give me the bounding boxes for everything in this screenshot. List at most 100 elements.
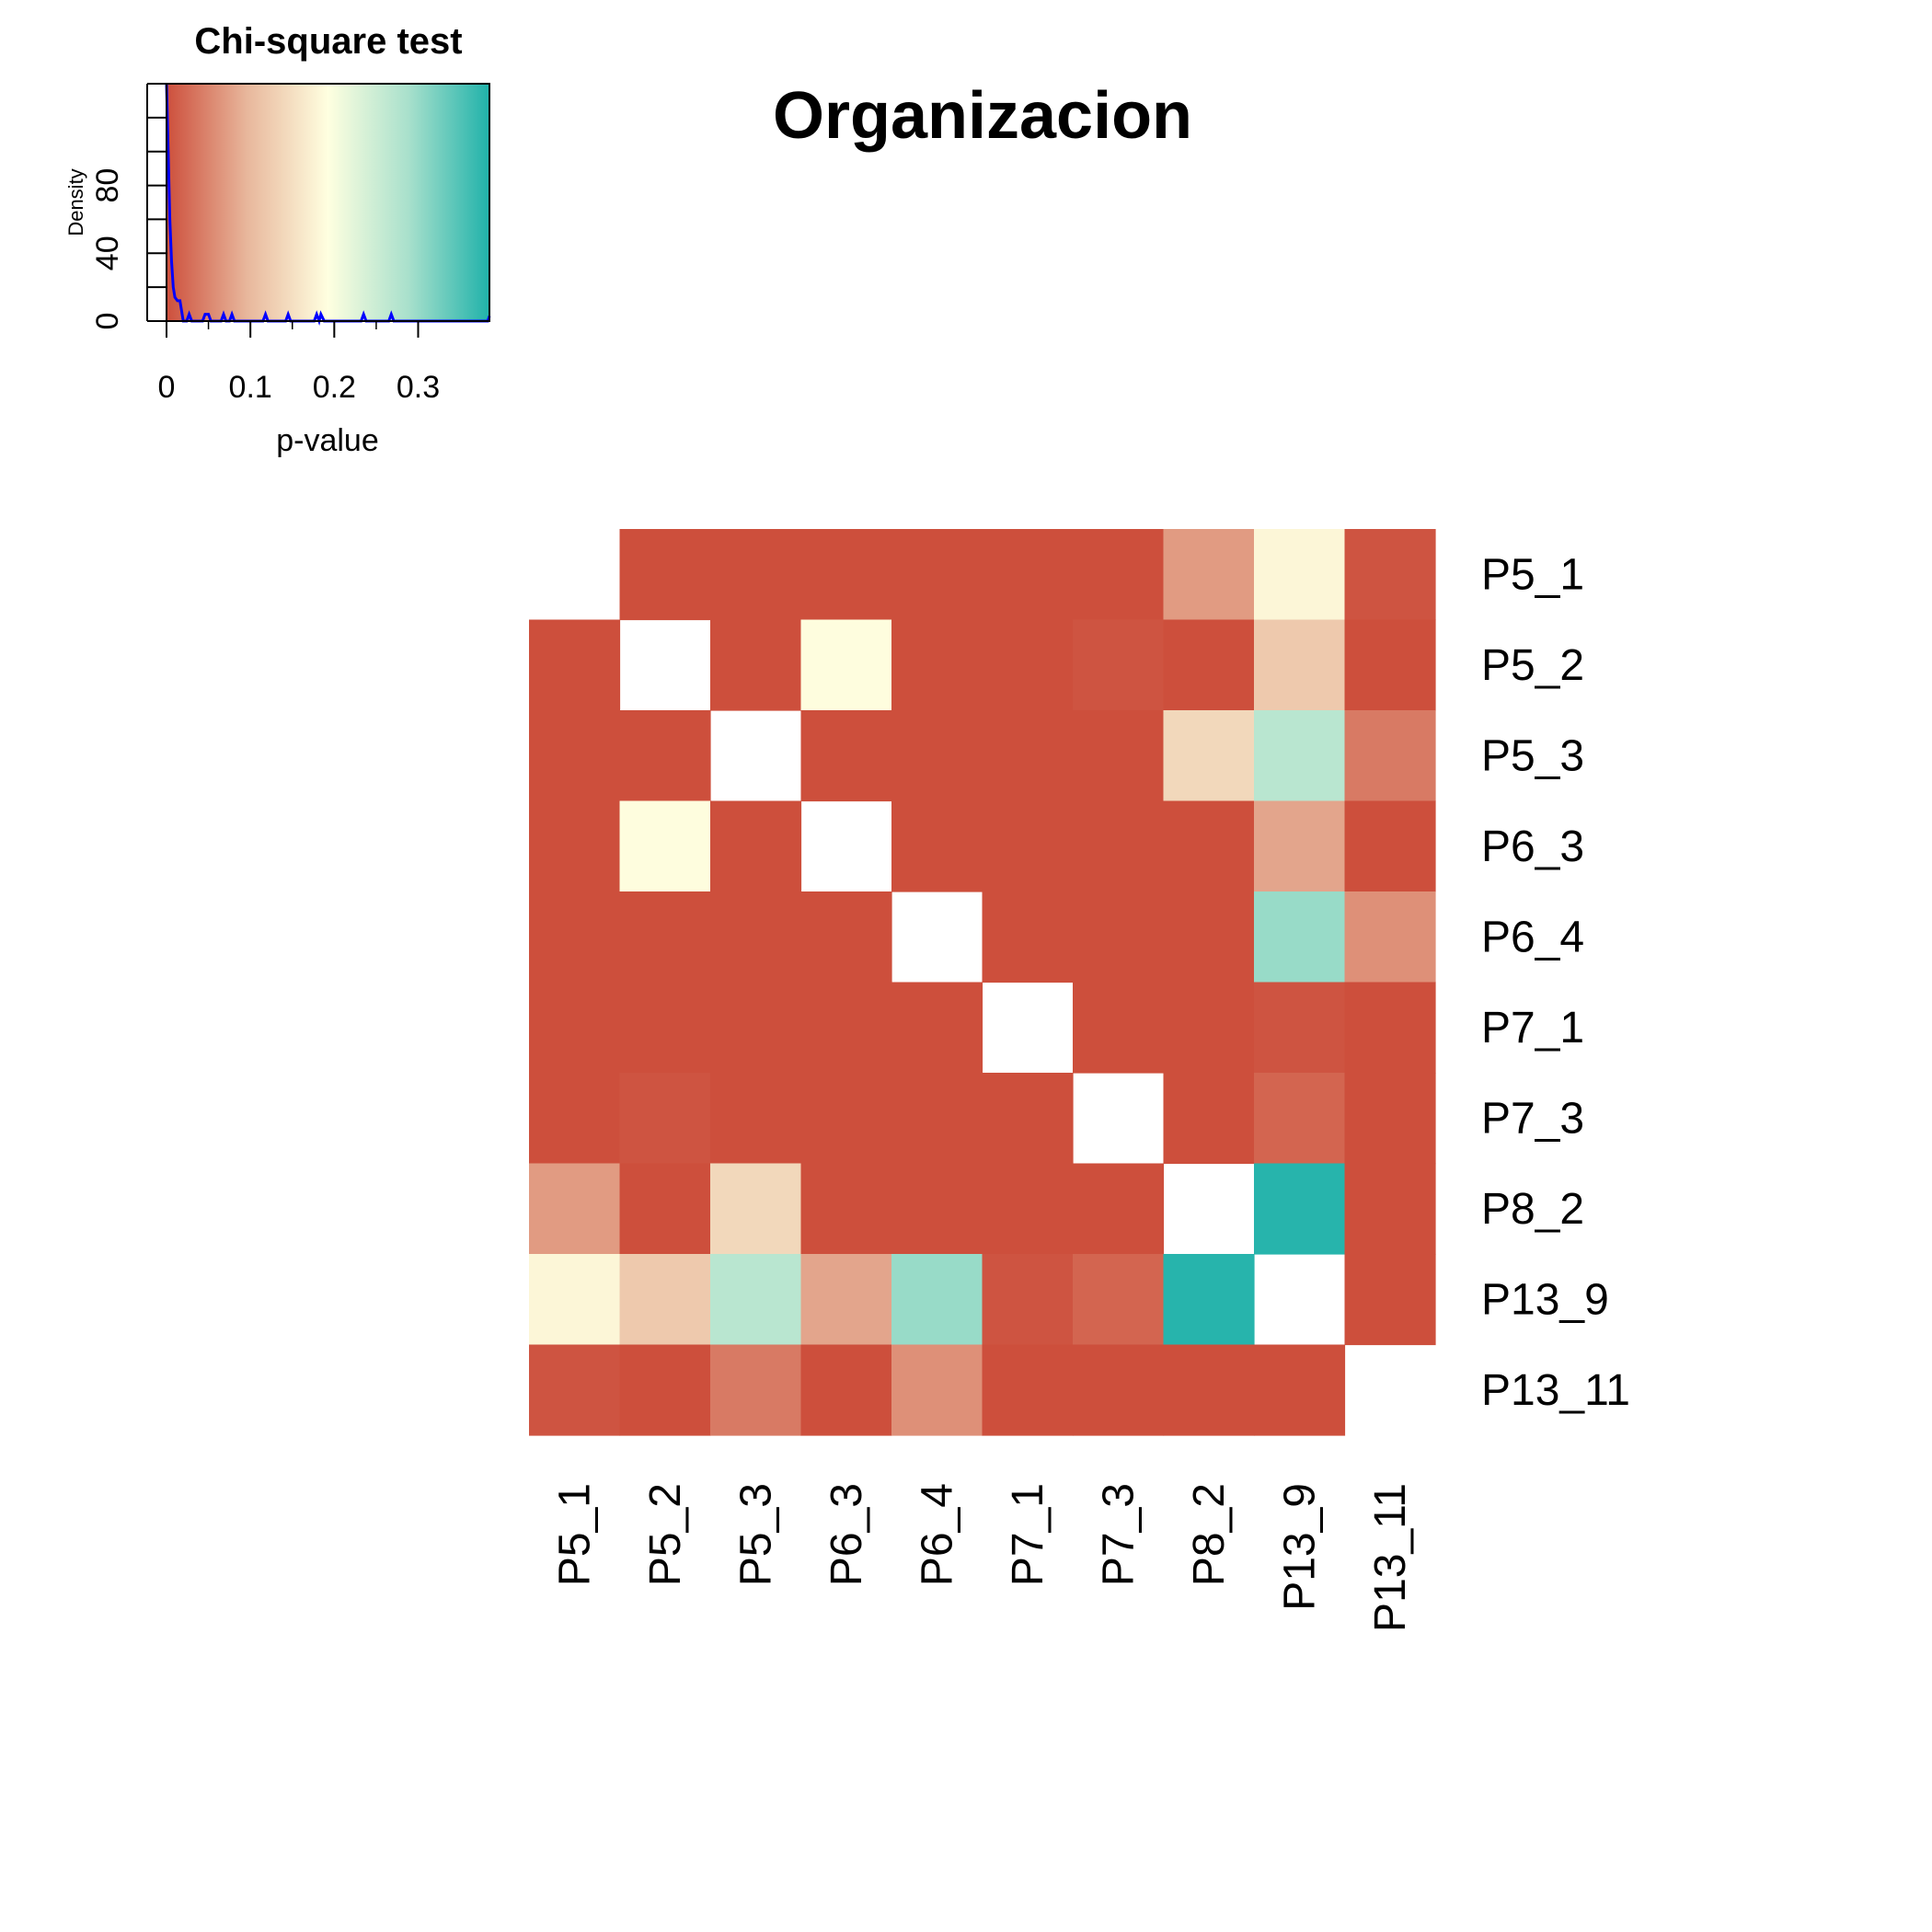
heatmap-cell [1344,1254,1436,1346]
row-labels: P5_1 P5_2 P5_3 P6_3 P6_4 P7_1 P7_3 P8_2 P13_9 P13… [1481,550,1630,1415]
heatmap-cell [1163,1254,1255,1346]
y-tick-label: 0 [90,313,125,330]
heatmap-cell [710,982,802,1074]
density-curve [165,83,491,327]
heatmap-cell [891,529,983,621]
heatmap-cell [1163,1344,1255,1436]
heatmap-cell [1163,800,1255,892]
column-label: P5_1 [550,1483,599,1586]
column-label: P13_11 [1366,1483,1415,1632]
heatmap-cell [619,982,711,1074]
heatmap-cell [619,891,711,983]
heatmap-cell [1163,891,1255,983]
column-label: P6_4 [913,1483,961,1586]
heatmap-cell [1254,1073,1346,1165]
column-label: P8_2 [1185,1483,1234,1586]
row-label: P5_3 [1481,731,1584,780]
row-label: P5_2 [1481,641,1584,690]
chart-title: Organizacion [773,79,1192,153]
column-label: P7_1 [1004,1483,1052,1586]
heatmap-cell [891,1344,983,1436]
column-label: P7_3 [1094,1483,1143,1586]
heatmap-cell [1073,1254,1165,1346]
heatmap-cell [891,982,983,1074]
heatmap-cell [1073,710,1165,802]
heatmap-cell [529,800,621,892]
heatmap-cell [1344,891,1436,983]
row-label: P6_3 [1481,822,1584,871]
heatmap-cell [800,891,892,983]
heatmap-cell [529,891,621,983]
heatmap-cell [1163,982,1255,1074]
heatmap-cell [982,1254,1074,1346]
heatmap-cell [982,1163,1074,1255]
heatmap-cell [529,1163,621,1255]
heatmap-cell [982,891,1074,983]
density-curve-group [165,83,491,327]
heatmap-cell [529,710,621,802]
heatmap-cell [800,1163,892,1255]
color-key-axes: 0 0.1 0.2 0.3 0 40 80 [90,83,440,405]
heatmap-cell [1254,710,1346,802]
heatmap-cell [1073,982,1165,1074]
heatmap-cell [619,1254,711,1346]
row-label: P7_3 [1481,1094,1584,1143]
heatmap-cell [619,1163,711,1255]
heatmap-cell [891,800,983,892]
x-tick-label: 0.2 [313,370,356,405]
heatmap-cell [800,619,892,711]
heatmap-cell [619,1073,711,1165]
heatmap-cell [800,1344,892,1436]
row-label: P8_2 [1481,1185,1584,1234]
heatmap-cell [800,1073,892,1165]
color-key-xlabel: p-value [276,423,379,458]
heatmap-cell [1254,1344,1346,1436]
heatmap-cell [619,800,711,892]
row-label: P13_11 [1481,1366,1630,1415]
heatmap-cell [1344,800,1436,892]
column-labels: P5_1 P5_2 P5_3 P6_3 P6_4 P7_1 P7_3 P8_2 P13_9 P13… [550,1483,1415,1632]
heatmap-cell [710,619,802,711]
heatmap-cell [1073,800,1165,892]
heatmap-cell [1344,982,1436,1074]
heatmap-cell [1344,710,1436,802]
heatmap-cell [891,710,983,802]
x-tick-label: 0.1 [229,370,272,405]
heatmap-cell [1163,1073,1255,1165]
heatmap-cell [982,1073,1074,1165]
heatmap-cell [891,1254,983,1346]
heatmap-cell [710,1254,802,1346]
heatmap-cell [982,710,1074,802]
heatmap-cell [800,982,892,1074]
heatmap-cell [619,1344,711,1436]
heatmap-cell [1344,1073,1436,1165]
heatmap-cell [1344,619,1436,711]
heatmap-cell [1073,619,1165,711]
heatmap-cell [529,1344,621,1436]
heatmap-cell [1163,529,1255,621]
heatmap-cell [1254,529,1346,621]
color-key-ylabel: Density [64,168,87,236]
heatmap-cell [710,1163,802,1255]
heatmap-cell [529,982,621,1074]
heatmap-cell [619,710,711,802]
heatmap-cells [529,529,1436,1436]
heatmap-cell [1254,619,1346,711]
heatmap-cell [982,529,1074,621]
heatmap-cell [982,800,1074,892]
x-tick-label: 0 [158,370,176,405]
x-tick-label: 0.3 [397,370,440,405]
heatmap-cell [1344,1163,1436,1255]
heatmap-cell [982,619,1074,711]
heatmap-cell [800,1254,892,1346]
heatmap-cell [710,1344,802,1436]
heatmap-cell [891,1163,983,1255]
heatmap-cell [529,619,621,711]
heatmap-cell [1073,529,1165,621]
column-label: P6_3 [822,1483,871,1586]
heatmap-cell [1073,1344,1165,1436]
heatmap-cell [891,1073,983,1165]
color-key-title: Chi-square test [194,21,462,62]
